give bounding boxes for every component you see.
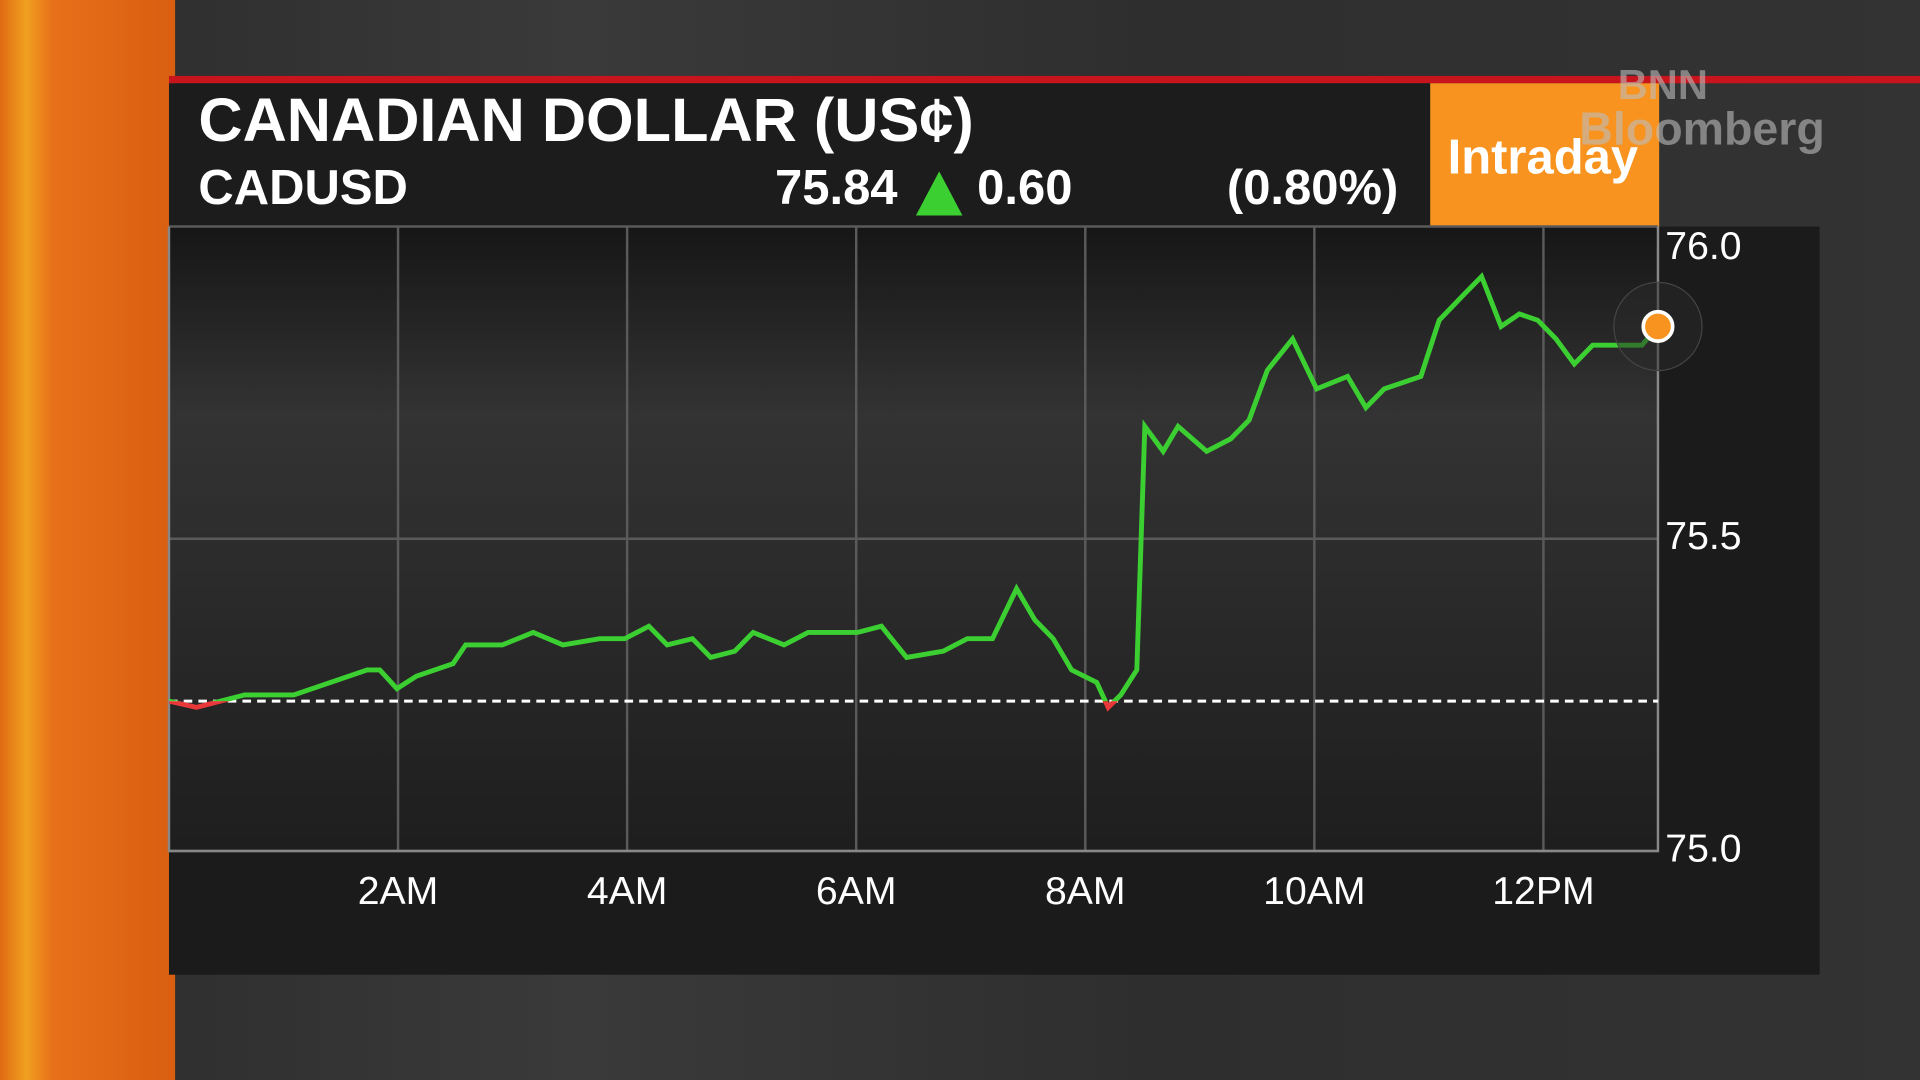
price-line (168, 272, 1660, 702)
up-arrow (915, 171, 963, 216)
ticker: CADUSD (198, 161, 407, 215)
plot: 2AM 4AM 6AM 8AM 10AM 12PM 75.0 75.5 76.0 (167, 225, 1742, 913)
logo: BNN (1618, 61, 1708, 108)
x-tick-label: 10AM (1263, 870, 1365, 913)
mode-label: Intraday (1448, 130, 1638, 184)
x-tick-label: 12PM (1492, 870, 1594, 913)
chart-title: CANADIAN DOLLAR (US¢) (198, 86, 973, 154)
mode-badge (1430, 83, 1660, 227)
side-bar (0, 0, 176, 1080)
price-change: 0.60 (977, 161, 1072, 215)
y-tick-label: 76.0 (1665, 225, 1741, 268)
last-marker (1641, 309, 1675, 343)
axis-frame (167, 226, 1660, 853)
percent-change: (0.80%) (1227, 161, 1398, 215)
x-tick-label: 8AM (1045, 870, 1126, 913)
last-price: 75.84 (775, 161, 898, 215)
y-tick-label: 75.0 (1665, 827, 1741, 870)
red-rule (168, 75, 1920, 84)
logo: Bloomberg (1579, 103, 1825, 155)
x-tick-label: 2AM (358, 870, 439, 913)
x-tick-label: 4AM (587, 870, 668, 913)
header (168, 83, 1431, 227)
y-tick-label: 75.5 (1665, 515, 1741, 558)
x-tick-label: 6AM (816, 870, 897, 913)
